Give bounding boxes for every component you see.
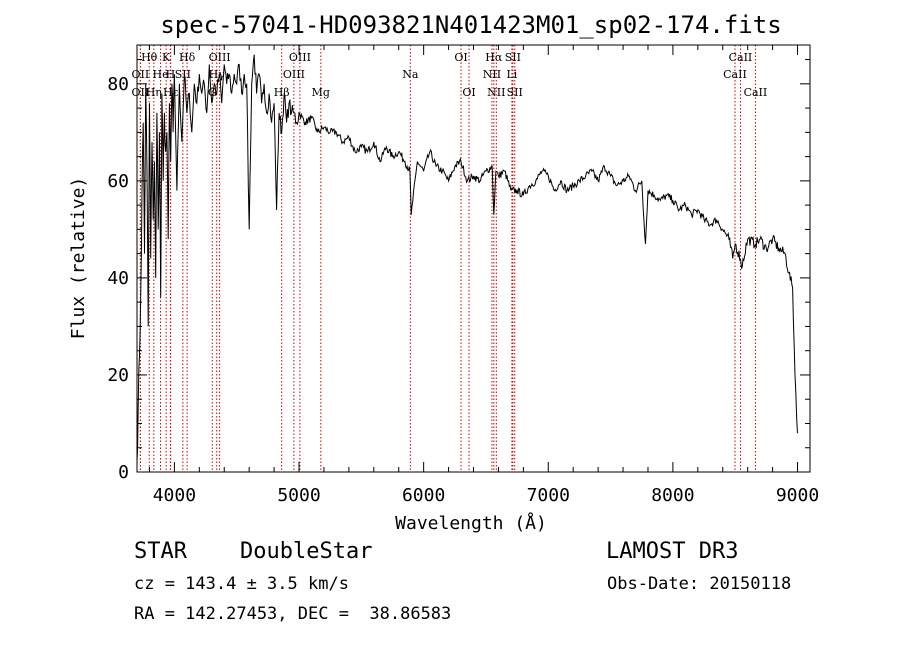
line-marker-label: G — [208, 86, 217, 99]
observation-date: Obs-Date: 20150118 — [607, 574, 791, 594]
y-tick-label: 20 — [107, 365, 129, 386]
y-axis: 0 20 40 60 80 — [107, 59, 810, 483]
line-marker-label: Mg — [312, 86, 330, 99]
x-tick-label: 8000 — [651, 485, 694, 506]
survey-name: LAMOST DR3 — [606, 539, 738, 564]
line-marker-label: H — [166, 68, 176, 81]
line-marker-label: Hα — [485, 51, 503, 64]
line-marker-label: He — [153, 68, 169, 81]
line-marker-label: SII — [175, 68, 191, 81]
emission-line-markers — [139, 45, 756, 472]
plot-frame — [136, 44, 811, 473]
x-axis: 4000 5000 6000 7000 8000 9000 — [148, 45, 819, 506]
x-tick-label: 4000 — [153, 485, 196, 506]
line-marker-label: NII — [487, 86, 505, 99]
line-marker-label: Hδ — [179, 51, 196, 64]
object-class: STAR — [134, 539, 188, 564]
line-marker-label: CaII — [744, 86, 768, 99]
x-tick-label: 9000 — [776, 485, 819, 506]
line-marker-label: OII — [132, 86, 150, 99]
line-marker-label: Hγ — [209, 68, 226, 81]
flux-series-line — [136, 54, 798, 463]
redshift-cz: cz = 143.4 ± 3.5 km/s — [134, 574, 349, 594]
line-marker-label: Hθ — [141, 51, 158, 64]
line-marker-label: SII — [505, 51, 521, 64]
x-tick-label: 5000 — [277, 485, 320, 506]
y-tick-label: 80 — [107, 74, 129, 95]
line-marker-label: Hβ — [274, 86, 290, 99]
line-marker-label: CaII — [729, 51, 753, 64]
line-marker-label: OIII — [289, 51, 311, 64]
y-tick-label: 60 — [107, 171, 129, 192]
x-axis-label: Wavelength (Å) — [395, 512, 547, 534]
line-marker-label: OII — [132, 68, 150, 81]
x-tick-label: 7000 — [527, 485, 570, 506]
object-subclass: DoubleStar — [240, 539, 372, 564]
line-marker-label: Hε — [163, 86, 179, 99]
y-tick-label: 0 — [118, 462, 129, 483]
y-tick-label: 40 — [107, 268, 129, 289]
chart-title: spec-57041-HD093821N401423M01_sp02-174.f… — [160, 11, 781, 39]
line-marker-label: CaII — [723, 68, 747, 81]
line-marker-label: Hη — [146, 86, 162, 99]
line-marker-label: K — [162, 51, 171, 64]
y-axis-label: Flux (relative) — [68, 177, 89, 340]
line-marker-label: SII — [507, 86, 523, 99]
coordinates: RA = 142.27453, DEC = 38.86583 — [134, 604, 451, 624]
line-marker-label: Na — [402, 68, 419, 81]
line-marker-label: OI — [462, 86, 475, 99]
line-marker-label: Li — [506, 68, 517, 81]
line-marker-label: NII — [483, 68, 501, 81]
line-marker-label: OIII — [283, 68, 305, 81]
line-marker-label: OI — [454, 51, 467, 64]
x-tick-label: 6000 — [402, 485, 445, 506]
line-marker-label: OIII — [209, 51, 231, 64]
